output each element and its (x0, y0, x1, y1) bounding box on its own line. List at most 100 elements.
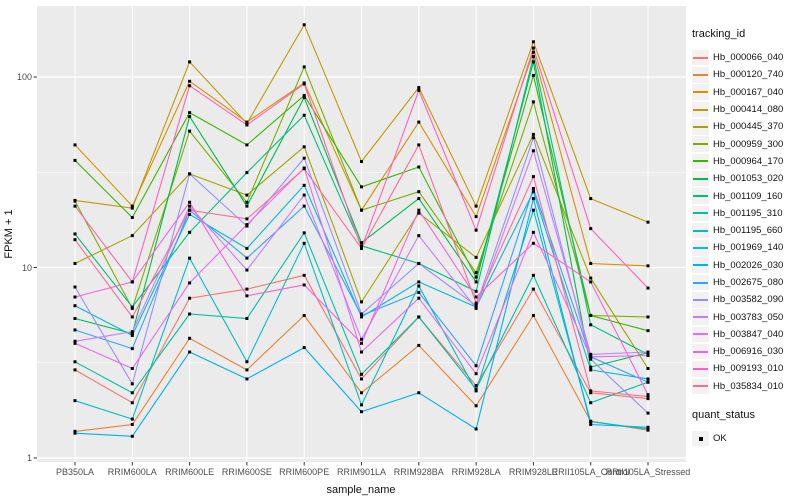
data-point (531, 132, 535, 136)
data-point (302, 82, 306, 86)
data-point (188, 204, 192, 208)
data-point (245, 377, 249, 381)
data-point (474, 228, 478, 232)
data-point (531, 136, 535, 140)
data-point (474, 295, 478, 299)
legend-item: Hb_001053_020 (692, 170, 798, 187)
data-point (245, 123, 249, 127)
data-point (73, 158, 77, 162)
legend-item-label: Hb_009193_010 (713, 363, 784, 375)
data-point (130, 434, 134, 438)
data-point (130, 422, 134, 426)
data-point (646, 329, 650, 333)
data-point (73, 143, 77, 147)
legend-item: Hb_006916_030 (692, 343, 798, 360)
data-point (245, 200, 249, 204)
x-tick-label-RRIM600PE: RRIM600PE (279, 467, 330, 477)
data-point (188, 336, 192, 340)
legend-key (692, 170, 709, 187)
legend-item-label: Hb_001195_310 (713, 207, 783, 219)
legend-key (692, 153, 709, 170)
legend-item: Hb_002675_080 (692, 274, 798, 291)
legend-item-label: Hb_003847_040 (713, 328, 784, 340)
x-tick-label-PB350LA: PB350LA (55, 467, 95, 477)
legend-item: Hb_001195_660 (692, 222, 798, 239)
data-point (531, 73, 535, 77)
data-point (302, 241, 306, 245)
data-point (646, 315, 650, 319)
data-point (73, 238, 77, 242)
data-point (474, 372, 478, 376)
data-point (302, 145, 306, 149)
data-point (302, 346, 306, 350)
legend-item-label: Hb_001053_020 (713, 173, 784, 185)
legend-key (692, 292, 709, 308)
legend-item: Hb_000959_300 (692, 135, 798, 152)
data-point (531, 149, 535, 153)
data-point (417, 290, 421, 294)
data-point (360, 246, 363, 250)
legend-key (692, 378, 709, 395)
data-point (73, 328, 77, 332)
data-point (589, 365, 593, 369)
data-point (474, 215, 478, 219)
legend-item-label: Hb_002675_080 (713, 277, 784, 288)
data-point (245, 217, 249, 221)
legend-swatch-line (693, 73, 708, 76)
legend-item-label: Hb_003783_050 (713, 311, 784, 323)
data-point (360, 300, 363, 304)
x-tick-label-RRIM928BA: RRIM928BA (393, 467, 444, 477)
data-point (646, 425, 650, 429)
legend-swatch-line (693, 108, 708, 111)
legend-key (692, 205, 709, 222)
x-tick-label-RRIM928LA: RRIM928LA (451, 467, 501, 477)
data-point (589, 368, 593, 372)
data-point (73, 295, 77, 299)
data-point (188, 79, 192, 83)
data-point (245, 256, 249, 260)
legend-item: Hb_002026_030 (692, 257, 798, 274)
legend-quant-items: OK (692, 430, 798, 447)
data-point (531, 241, 535, 245)
data-point (417, 190, 421, 194)
data-point (417, 261, 421, 265)
legend-key (692, 119, 709, 135)
data-point (188, 129, 192, 133)
data-point (531, 46, 535, 50)
x-tick-label-RRIM928LE: RRIM928LE (508, 467, 558, 477)
legend-swatch-line (693, 333, 708, 336)
data-point (245, 171, 249, 175)
data-point (188, 172, 192, 176)
data-point (646, 427, 650, 431)
data-point (188, 296, 192, 300)
data-point (646, 393, 650, 397)
legend-key (692, 188, 709, 204)
legend-swatch-line (693, 281, 708, 284)
legend-swatch-line (693, 298, 708, 301)
x-tick-label-RRIM901LA: RRIM901LA (336, 467, 387, 477)
legend-item: Hb_035834_010 (692, 378, 798, 395)
data-point (474, 384, 478, 388)
data-point (474, 280, 478, 284)
legend-key (692, 240, 709, 256)
legend-swatch-line (693, 143, 708, 146)
legend-swatch-line (693, 367, 708, 370)
data-point (245, 294, 249, 298)
data-point (188, 111, 192, 115)
legend-item: Hb_001109_160 (692, 187, 798, 204)
legend-item: Hb_000167_040 (692, 84, 798, 101)
data-point (474, 304, 478, 308)
legend-swatch-line (693, 125, 708, 128)
data-point (130, 206, 134, 210)
data-point (302, 65, 306, 69)
data-point (130, 347, 134, 351)
data-point (130, 391, 134, 395)
data-point (302, 93, 306, 97)
legend-key (692, 361, 709, 377)
data-point (73, 232, 77, 236)
data-point (589, 422, 593, 426)
data-point (474, 271, 478, 275)
data-point (531, 273, 535, 277)
data-point (474, 427, 478, 431)
